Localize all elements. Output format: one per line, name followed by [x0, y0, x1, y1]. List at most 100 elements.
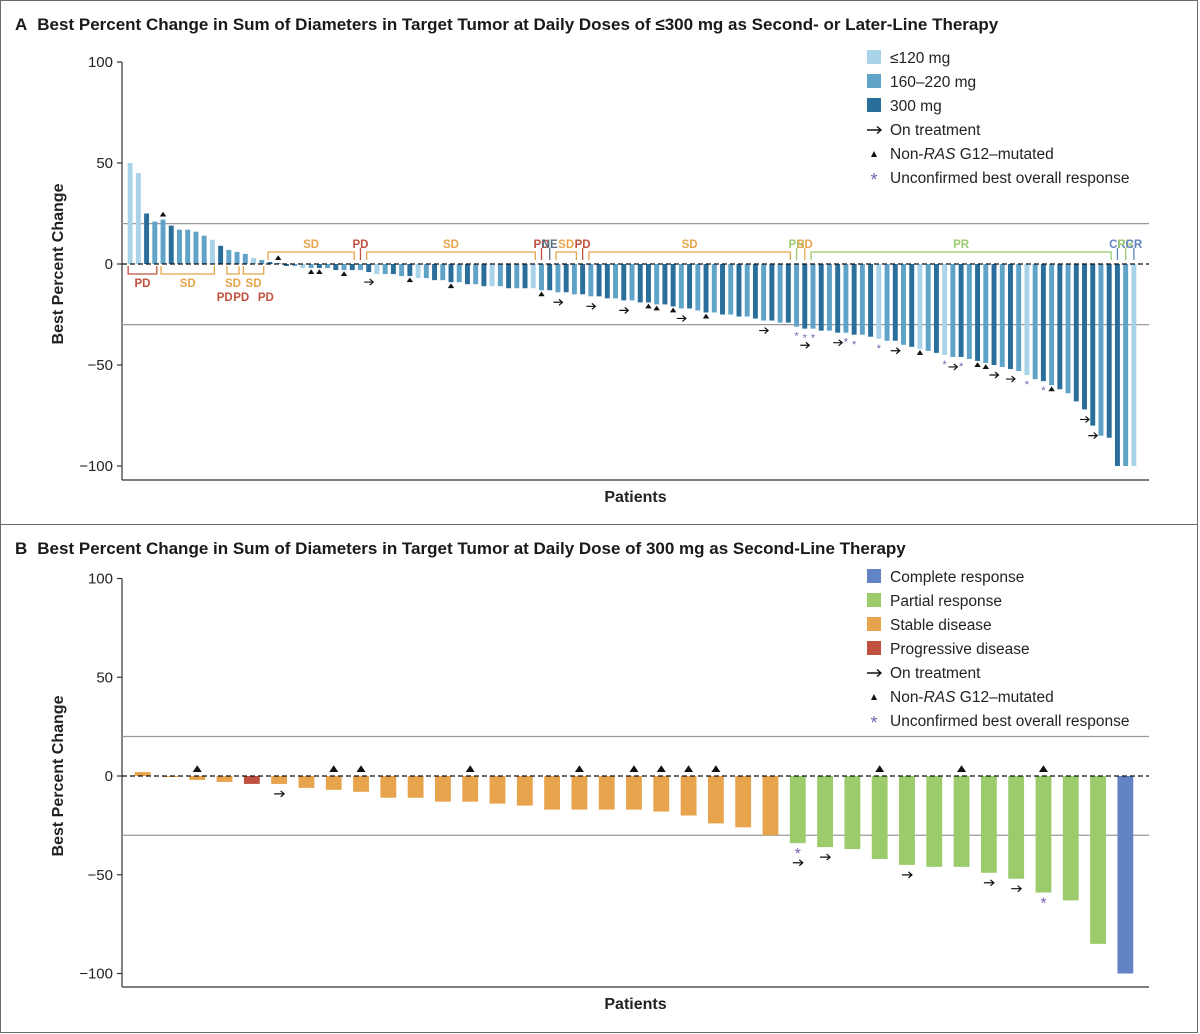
bar-patient — [162, 776, 178, 777]
legend-swatch — [867, 593, 881, 607]
panel-b-title-text: Best Percent Change in Sum of Diameters … — [37, 539, 906, 558]
on-treatment-arrow-marker — [1005, 375, 1016, 383]
bar-patient — [374, 264, 380, 275]
bar-patient — [555, 264, 561, 293]
response-group-label: SD — [443, 239, 459, 251]
bar-patient — [1016, 264, 1022, 372]
bar-patient — [598, 776, 615, 810]
response-bracket — [810, 251, 1112, 260]
bar-patient — [316, 264, 322, 269]
bar-patient — [670, 264, 676, 307]
panel-a-title: A Best Percent Change in Sum of Diameters… — [15, 15, 998, 35]
legend-swatch — [867, 98, 881, 112]
bar-patient — [892, 264, 898, 341]
bar-patient — [349, 264, 355, 271]
legend-label-part: Non- — [890, 146, 924, 163]
bar-patient — [1049, 264, 1055, 386]
non-ras-triangle-marker — [447, 283, 455, 289]
response-bracket — [267, 251, 355, 260]
bar-patient — [991, 264, 997, 365]
legend-swatch — [867, 569, 881, 583]
legend-label: On treatment — [890, 665, 981, 682]
non-ras-triangle-marker — [192, 765, 202, 772]
bar-patient — [621, 264, 627, 301]
y-tick-label: 0 — [105, 768, 113, 785]
bar-patient — [687, 264, 693, 309]
bar-patient — [506, 264, 512, 289]
bar-patient — [744, 264, 750, 317]
bar-patient — [160, 219, 166, 264]
bar-patient — [489, 264, 495, 287]
bar-patient — [844, 776, 861, 850]
bar-patient — [762, 776, 779, 836]
bar-patient — [980, 776, 997, 873]
bar-patient — [209, 239, 215, 264]
bar-patient — [456, 264, 462, 283]
non-ras-triangle-marker — [465, 765, 475, 772]
non-ras-triangle-marker — [684, 765, 694, 772]
response-group-label: CR — [1109, 239, 1126, 251]
bar-patient — [752, 264, 758, 319]
on-treatment-arrow-marker — [989, 371, 1000, 379]
non-ras-triangle-marker — [645, 303, 652, 309]
bar-patient — [769, 264, 775, 321]
bar-patient — [711, 264, 717, 313]
on-treatment-arrow-marker — [274, 790, 286, 798]
bar-patient — [530, 264, 536, 289]
bar-patient — [251, 257, 256, 264]
response-bracket — [160, 266, 216, 275]
bar-patient — [958, 264, 964, 357]
x-axis-label: Patients — [604, 996, 666, 1013]
response-group-label: SD — [558, 239, 574, 251]
response-bracket — [588, 251, 791, 260]
bar-patient — [292, 264, 298, 267]
response-group-label: SD — [225, 278, 241, 290]
non-ras-triangle-marker — [916, 350, 924, 355]
response-group-label: PR — [953, 239, 970, 251]
bar-patient — [1008, 776, 1025, 879]
bar-patient — [1035, 776, 1052, 893]
legend-label: Unconfirmed best overall response — [890, 713, 1130, 730]
bar-patient — [218, 245, 224, 264]
on-treatment-arrow-marker — [364, 278, 375, 286]
non-ras-triangle-marker — [669, 307, 677, 313]
bar-patient — [876, 264, 882, 339]
bar-patient — [177, 229, 182, 264]
bar-patient — [300, 264, 306, 269]
bar-patient — [933, 264, 939, 353]
bar-patient — [267, 261, 273, 264]
legend-triangle-icon — [871, 694, 877, 700]
unconfirmed-star-marker: * — [795, 846, 801, 863]
bar-patient — [1106, 264, 1112, 438]
response-group-label: PD — [258, 292, 274, 304]
bar-patient — [1131, 264, 1137, 466]
unconfirmed-star-marker: * — [877, 343, 882, 355]
bar-patient — [637, 264, 643, 303]
bar-patient — [423, 264, 429, 279]
bar-patient — [975, 264, 981, 361]
y-tick-label: 100 — [88, 571, 113, 588]
panel-b-title: B Best Percent Change in Sum of Diameters… — [15, 539, 906, 559]
legend-label: Stable disease — [890, 617, 992, 634]
bar-patient — [851, 264, 857, 335]
legend-label: Partial response — [890, 593, 1002, 610]
bar-patient — [432, 264, 438, 281]
bar-patient — [761, 264, 767, 321]
bar-patient — [720, 264, 725, 315]
on-treatment-arrow-marker — [586, 302, 597, 310]
non-ras-triangle-marker — [982, 364, 989, 369]
bar-patient — [604, 264, 610, 299]
bar-patient — [901, 264, 906, 345]
bar-patient — [580, 264, 586, 295]
non-ras-triangle-marker — [957, 765, 967, 772]
legend-label: Progressive disease — [890, 641, 1030, 658]
non-ras-triangle-marker — [340, 271, 348, 277]
chart-b-svg: 100 50 0 −50 −100 Patients Best Percent Change… — [50, 569, 1149, 1013]
y-tick-label: −100 — [79, 966, 113, 983]
y-tick-label: 50 — [96, 155, 113, 172]
bar-patient — [843, 264, 849, 333]
bar-patient — [407, 264, 413, 277]
y-axis-label: Best Percent Change — [50, 695, 67, 856]
bar-patient — [736, 264, 742, 317]
response-group-label: NE — [542, 239, 558, 251]
